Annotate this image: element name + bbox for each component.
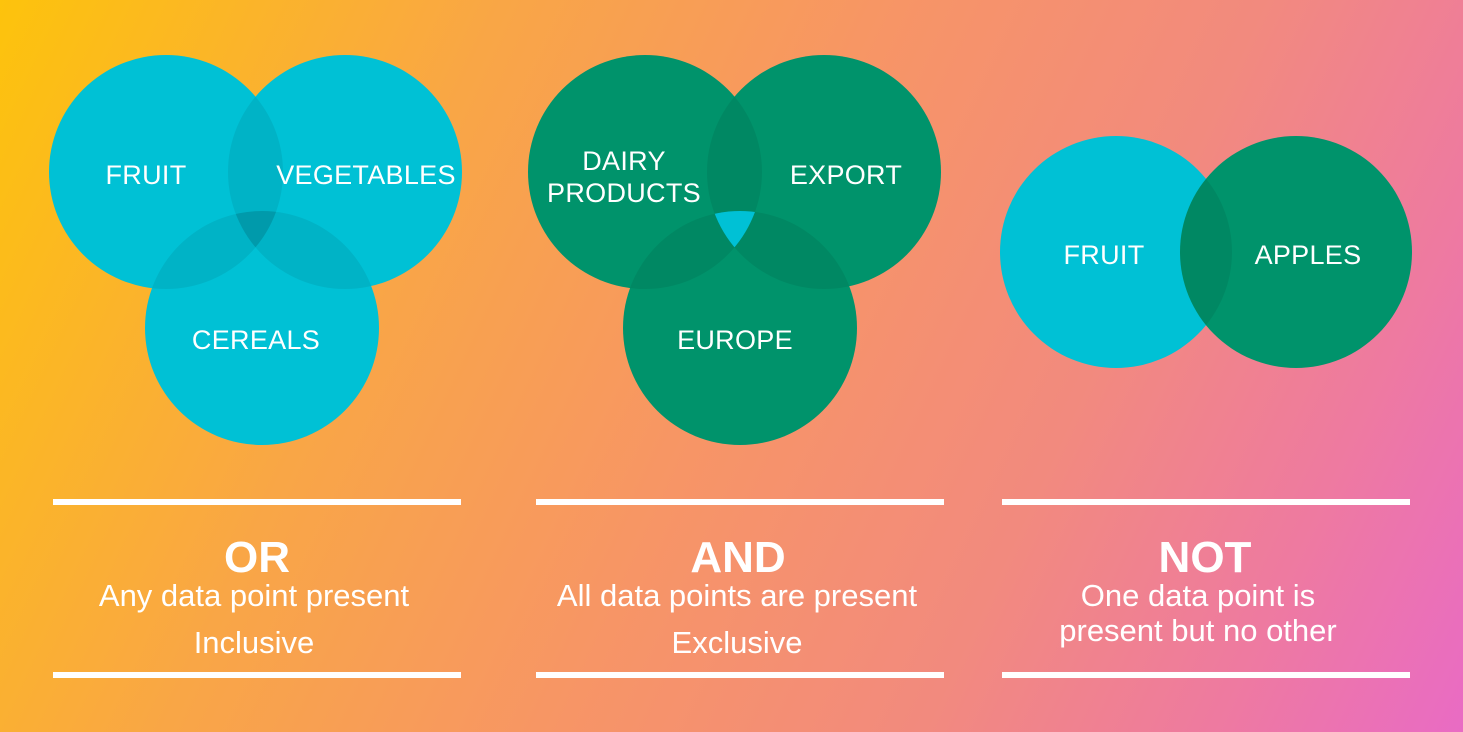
- venn-circle-fruit: [1000, 136, 1232, 368]
- label-fruit: FRUIT: [106, 160, 187, 190]
- or-venn: FRUIT VEGETABLES CEREALS: [49, 55, 462, 445]
- and-description-line-2: Exclusive: [671, 625, 803, 660]
- label-vegetables: VEGETABLES: [276, 160, 456, 190]
- not-top-rule: [1002, 499, 1410, 505]
- not-description-line-2: present but no other: [1059, 613, 1337, 648]
- and-top-rule: [536, 499, 944, 505]
- not-bottom-rule: [1002, 672, 1410, 678]
- label-export: EXPORT: [790, 160, 902, 190]
- and-description-line-1: All data points are present: [556, 578, 918, 613]
- venn-circle-europe: [623, 211, 857, 445]
- venn-circle-apples: [1180, 136, 1412, 368]
- not-operator: NOT: [1158, 533, 1252, 582]
- label-dairy: DAIRY: [582, 146, 666, 176]
- label-cereals: CEREALS: [192, 325, 320, 355]
- label-europe: EUROPE: [677, 325, 793, 355]
- or-bottom-rule: [53, 672, 461, 678]
- and-venn: DAIRY PRODUCTS EXPORT EUROPE: [528, 55, 941, 445]
- or-overlap-shading: [145, 55, 379, 289]
- and-operator: AND: [690, 533, 786, 582]
- or-top-rule: [53, 499, 461, 505]
- venn-diagrams: FRUIT VEGETABLES CEREALS DAIRY PRODUCTS …: [49, 55, 1412, 445]
- label-fruit: FRUIT: [1064, 240, 1145, 270]
- venn-circle-cereals: [145, 211, 379, 445]
- label-apples: APPLES: [1255, 240, 1362, 270]
- not-venn: FRUIT APPLES: [1000, 136, 1412, 368]
- not-description-line-1: One data point is: [1080, 578, 1316, 613]
- and-bottom-rule: [536, 672, 944, 678]
- or-description-line-2: Inclusive: [193, 625, 315, 660]
- or-description-line-1: Any data point present: [98, 578, 410, 613]
- or-operator: OR: [224, 533, 290, 582]
- and-overlap-shading: [623, 55, 857, 289]
- label-products: PRODUCTS: [547, 178, 701, 208]
